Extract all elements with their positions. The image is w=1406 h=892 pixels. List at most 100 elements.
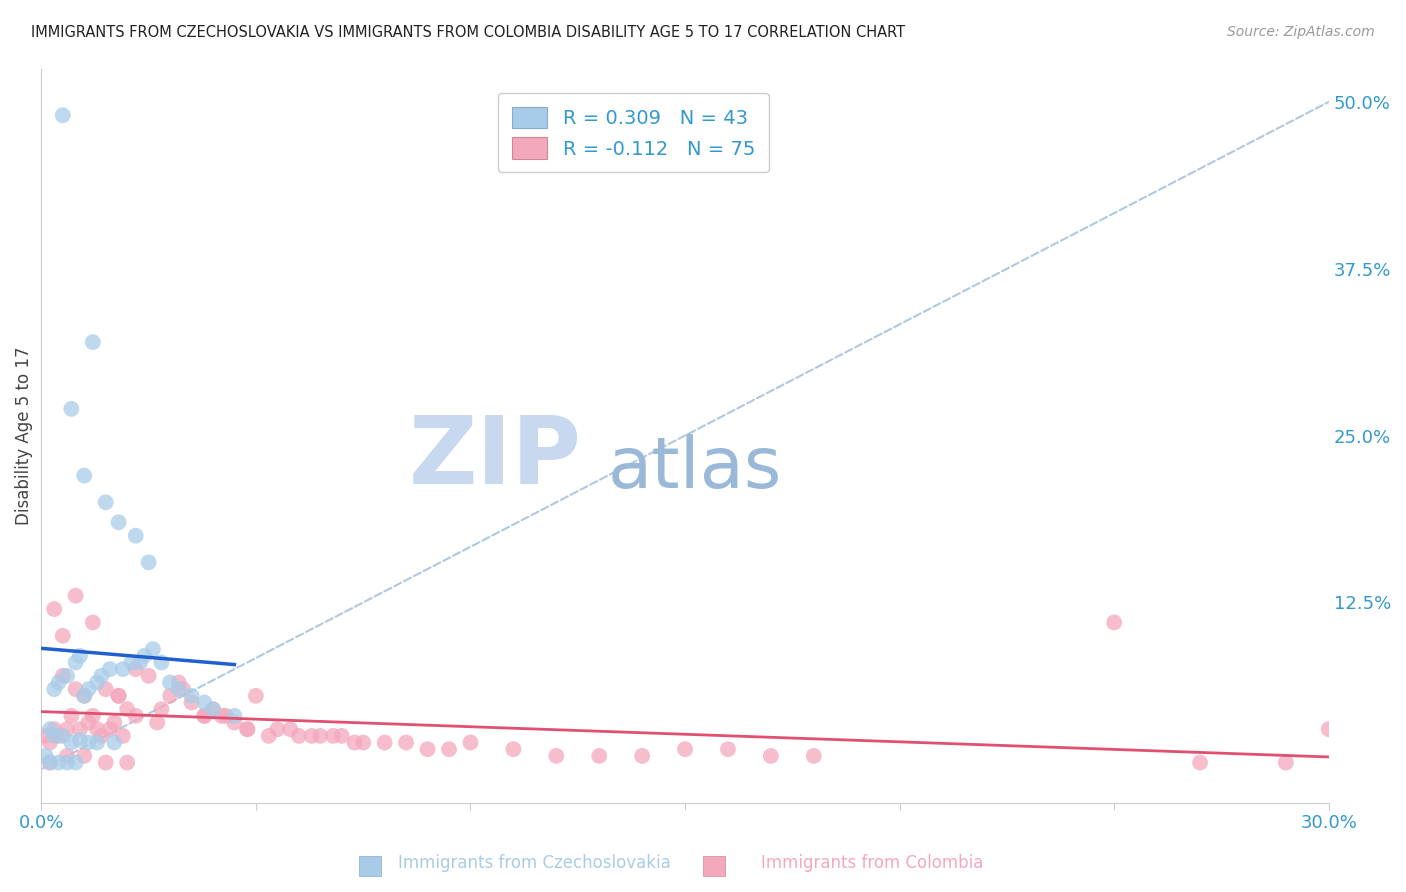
Point: [69, 648, 91, 663]
Point: [52, 669, 75, 683]
Y-axis label: Disability Age 5 to 17: Disability Age 5 to 17: [15, 346, 32, 524]
Point: [86, 722, 108, 736]
Point: [125, 662, 148, 676]
Text: atlas: atlas: [607, 434, 782, 503]
Point: [150, 702, 173, 716]
Point: [125, 529, 148, 543]
Point: [138, 555, 160, 569]
Point: [167, 682, 190, 697]
Point: [201, 702, 224, 716]
Point: [374, 735, 396, 749]
Point: [44, 682, 66, 697]
Point: [142, 642, 165, 657]
Point: [631, 748, 654, 763]
Point: [73, 689, 96, 703]
Point: [48, 729, 70, 743]
Point: [257, 729, 280, 743]
Point: [115, 756, 138, 770]
Point: [44, 722, 66, 736]
Point: [120, 656, 142, 670]
Text: ZIP: ZIP: [409, 411, 582, 504]
Point: [65, 682, 87, 697]
Point: [65, 756, 87, 770]
Point: [98, 722, 121, 736]
Point: [502, 742, 524, 756]
Point: [416, 742, 439, 756]
Point: [56, 722, 79, 736]
Point: [56, 748, 79, 763]
Point: [77, 735, 100, 749]
Point: [193, 709, 215, 723]
Point: [107, 689, 129, 703]
Point: [107, 516, 129, 530]
Point: [60, 401, 83, 416]
Point: [52, 108, 75, 122]
Point: [73, 468, 96, 483]
Point: [588, 748, 610, 763]
Point: [34, 748, 56, 763]
Point: [39, 756, 62, 770]
Point: [159, 675, 181, 690]
Point: [138, 669, 160, 683]
Point: [86, 675, 108, 690]
Point: [52, 629, 75, 643]
Point: [77, 682, 100, 697]
Point: [180, 689, 202, 703]
Point: [717, 742, 740, 756]
Point: [288, 729, 311, 743]
Point: [1102, 615, 1125, 630]
Text: Immigrants from Colombia: Immigrants from Colombia: [761, 855, 983, 872]
Point: [48, 675, 70, 690]
Point: [34, 729, 56, 743]
Point: [73, 689, 96, 703]
Point: [236, 722, 259, 736]
Point: [803, 748, 825, 763]
Point: [77, 715, 100, 730]
Point: [39, 756, 62, 770]
Point: [224, 709, 246, 723]
Point: [103, 735, 125, 749]
Point: [1188, 756, 1211, 770]
Point: [211, 709, 233, 723]
Point: [39, 735, 62, 749]
Point: [69, 732, 91, 747]
Point: [65, 656, 87, 670]
Point: [159, 689, 181, 703]
Point: [52, 729, 75, 743]
Point: [546, 748, 568, 763]
Point: [48, 756, 70, 770]
Point: [352, 735, 374, 749]
Point: [103, 715, 125, 730]
Point: [94, 682, 117, 697]
Point: [115, 702, 138, 716]
Point: [236, 722, 259, 736]
Point: [193, 709, 215, 723]
Point: [107, 689, 129, 703]
Point: [395, 735, 418, 749]
Point: [1317, 722, 1340, 736]
Point: [215, 709, 238, 723]
Point: [1275, 756, 1298, 770]
Point: [39, 722, 62, 736]
Point: [180, 696, 202, 710]
Text: IMMIGRANTS FROM CZECHOSLOVAKIA VS IMMIGRANTS FROM COLOMBIA DISABILITY AGE 5 TO 1: IMMIGRANTS FROM CZECHOSLOVAKIA VS IMMIGR…: [31, 25, 905, 40]
Point: [56, 756, 79, 770]
Point: [278, 722, 301, 736]
Point: [167, 675, 190, 690]
Point: [322, 729, 344, 743]
Point: [134, 648, 156, 663]
Point: [60, 735, 83, 749]
Point: [69, 722, 91, 736]
Legend: R = 0.309   N = 43, R = -0.112   N = 75: R = 0.309 N = 43, R = -0.112 N = 75: [499, 93, 769, 172]
Point: [201, 702, 224, 716]
Point: [111, 729, 134, 743]
Point: [172, 682, 194, 697]
Point: [44, 729, 66, 743]
Point: [460, 735, 482, 749]
Point: [98, 662, 121, 676]
Point: [90, 729, 112, 743]
Point: [193, 696, 215, 710]
Point: [56, 669, 79, 683]
Point: [343, 735, 366, 749]
Point: [44, 602, 66, 616]
